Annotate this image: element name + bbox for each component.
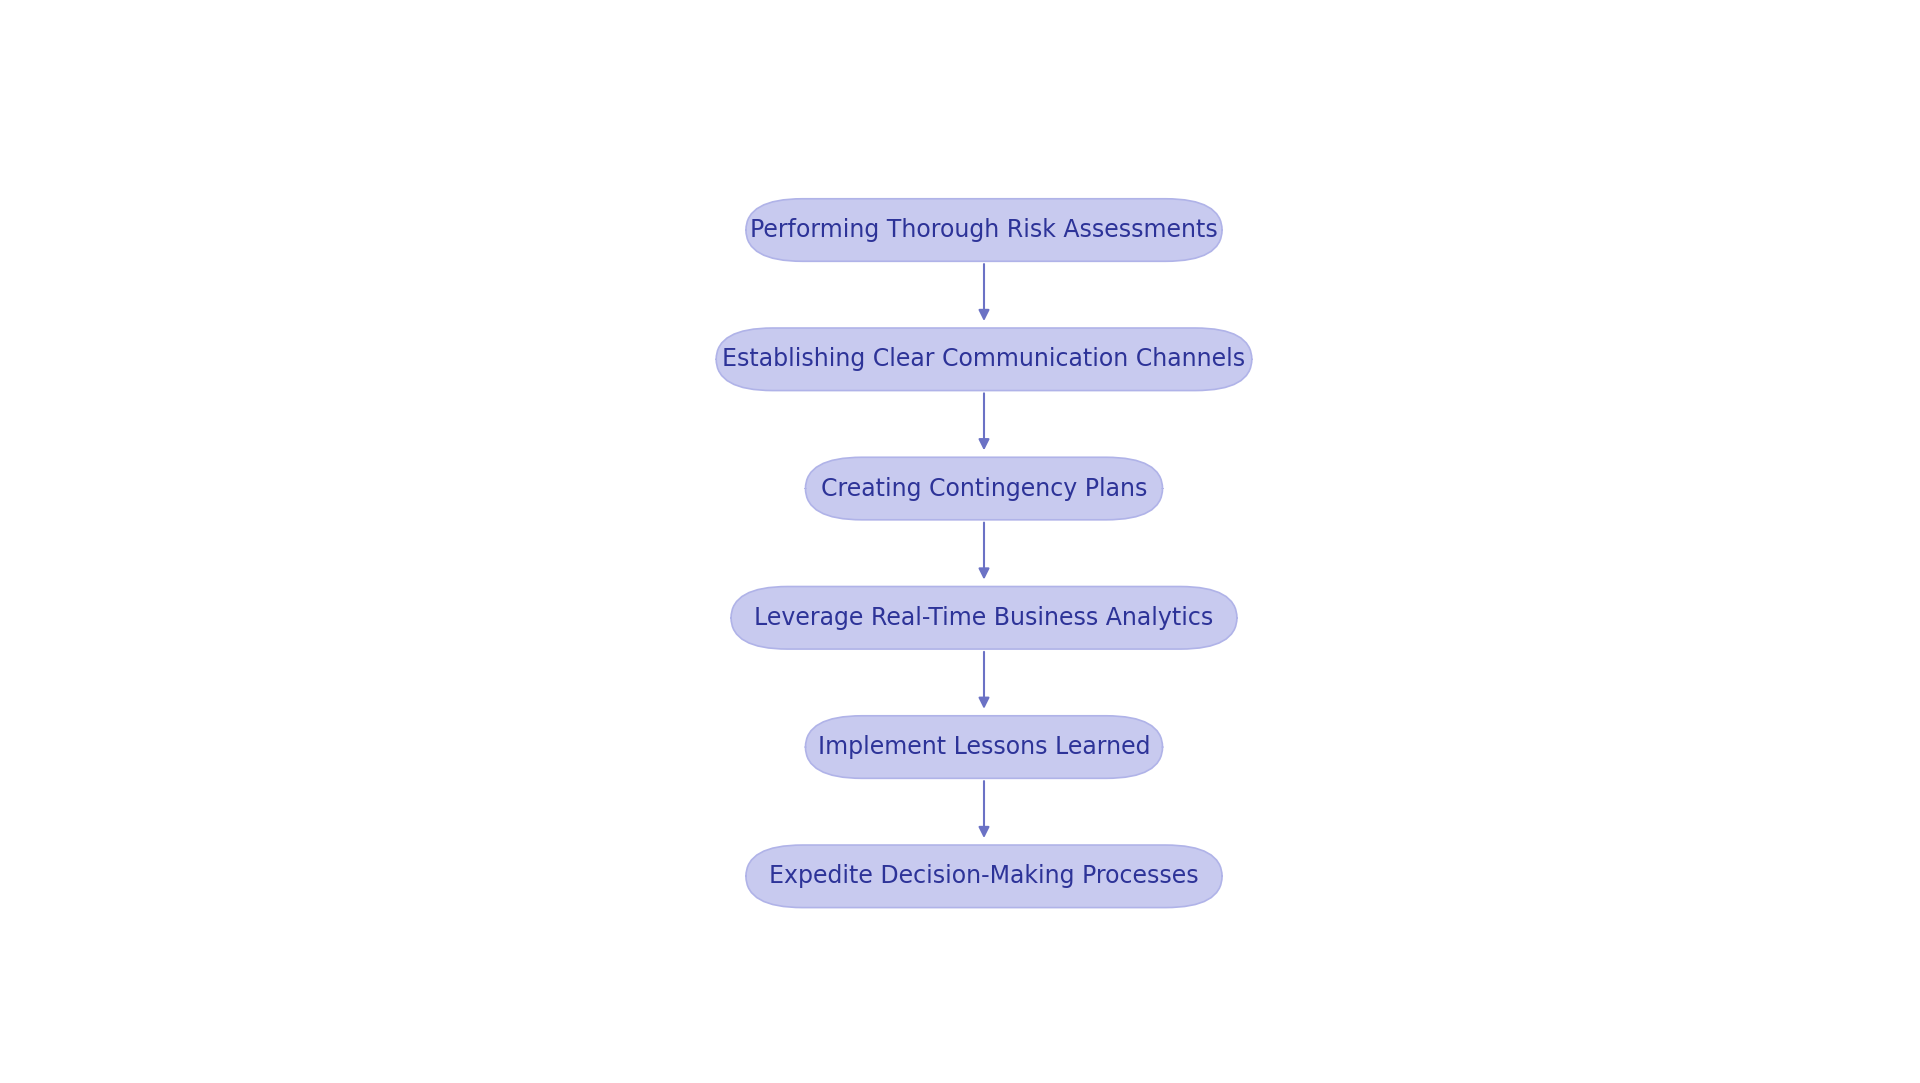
Text: Performing Thorough Risk Assessments: Performing Thorough Risk Assessments	[751, 218, 1217, 242]
FancyBboxPatch shape	[806, 457, 1162, 520]
Text: Creating Contingency Plans: Creating Contingency Plans	[822, 477, 1146, 500]
Text: Establishing Clear Communication Channels: Establishing Clear Communication Channel…	[722, 348, 1246, 371]
Text: Implement Lessons Learned: Implement Lessons Learned	[818, 735, 1150, 759]
Text: Expedite Decision-Making Processes: Expedite Decision-Making Processes	[770, 864, 1198, 888]
FancyBboxPatch shape	[806, 716, 1162, 779]
FancyBboxPatch shape	[716, 328, 1252, 391]
FancyBboxPatch shape	[732, 587, 1236, 649]
FancyBboxPatch shape	[745, 199, 1221, 261]
Text: Leverage Real-Time Business Analytics: Leverage Real-Time Business Analytics	[755, 605, 1213, 630]
FancyBboxPatch shape	[745, 845, 1221, 908]
